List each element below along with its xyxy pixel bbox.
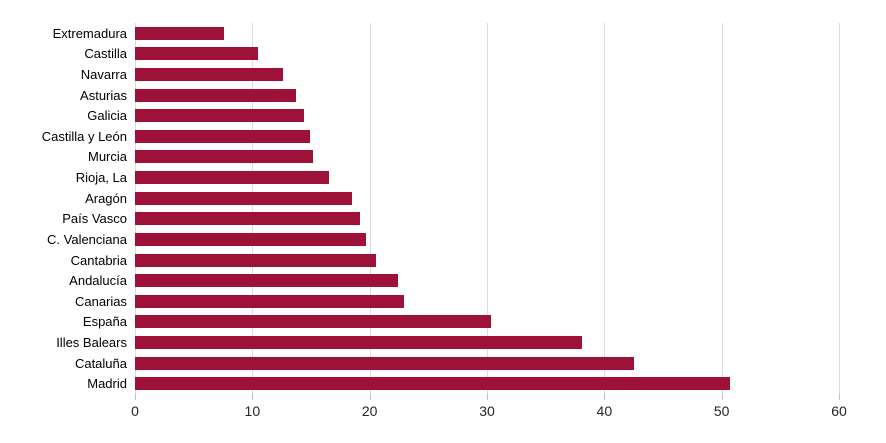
bar-cantabria	[135, 253, 376, 267]
category-label: España	[82, 314, 127, 330]
bar-canarias	[135, 294, 404, 308]
category-label: Castilla	[84, 46, 127, 62]
x-axis-tick-label: 50	[713, 403, 730, 419]
bar-extremadura	[135, 26, 225, 40]
category-label: Murcia	[87, 149, 127, 165]
gridline	[604, 23, 606, 394]
category-label: Madrid	[87, 376, 127, 392]
x-axis-tick-label: 40	[596, 403, 613, 419]
category-label: C. Valenciana	[47, 231, 127, 247]
bar-andaluc-a	[135, 274, 398, 288]
bar-madrid	[135, 377, 730, 391]
bar-rioja-la	[135, 171, 329, 185]
category-label: Illes Balears	[56, 334, 127, 350]
gridline	[487, 23, 488, 394]
category-label: Galicia	[87, 108, 127, 124]
category-label: Extremadura	[52, 25, 127, 41]
x-axis-tick-label: 30	[479, 403, 495, 419]
gridline	[839, 23, 840, 394]
category-label: Cantabria	[70, 252, 127, 268]
bar-c-valenciana	[135, 232, 367, 246]
bar-pa-s-vasco	[135, 212, 361, 226]
x-axis-tick	[135, 394, 136, 400]
bar-illes-balears	[135, 335, 583, 349]
x-axis-tick-label: 0	[131, 403, 139, 419]
bar-catalu-a	[135, 356, 634, 370]
bar-espa-a	[135, 315, 491, 329]
bar-asturias	[135, 88, 296, 102]
bar-navarra	[135, 68, 283, 82]
x-axis-tick-label: 20	[361, 403, 378, 419]
bar-galicia	[135, 109, 304, 123]
gridline	[252, 23, 254, 394]
x-axis-tick	[839, 394, 840, 400]
category-label: Andalucía	[69, 273, 127, 289]
x-axis-tick	[369, 394, 371, 400]
x-axis-tick	[487, 394, 488, 400]
category-label: Asturias	[80, 87, 127, 103]
bar-murcia	[135, 150, 314, 164]
bar-arag-n	[135, 191, 353, 205]
gridline	[721, 23, 723, 394]
gridline	[135, 23, 136, 394]
bar-castilla-y-le-n	[135, 129, 310, 143]
category-label: Rioja, La	[75, 170, 127, 186]
x-axis-tick	[721, 394, 723, 400]
gridline	[369, 23, 371, 394]
category-label: Aragón	[85, 190, 127, 206]
x-axis-tick	[252, 394, 254, 400]
category-label: País Vasco	[62, 211, 127, 227]
x-axis-tick	[604, 394, 606, 400]
category-label: Canarias	[74, 293, 127, 309]
x-axis-tick-label: 60	[831, 403, 847, 419]
category-label: Navarra	[80, 67, 127, 83]
category-label: Cataluña	[74, 355, 127, 371]
bar-castilla	[135, 47, 259, 61]
x-axis-tick-label: 10	[244, 403, 261, 419]
category-label: Castilla y León	[41, 128, 127, 144]
